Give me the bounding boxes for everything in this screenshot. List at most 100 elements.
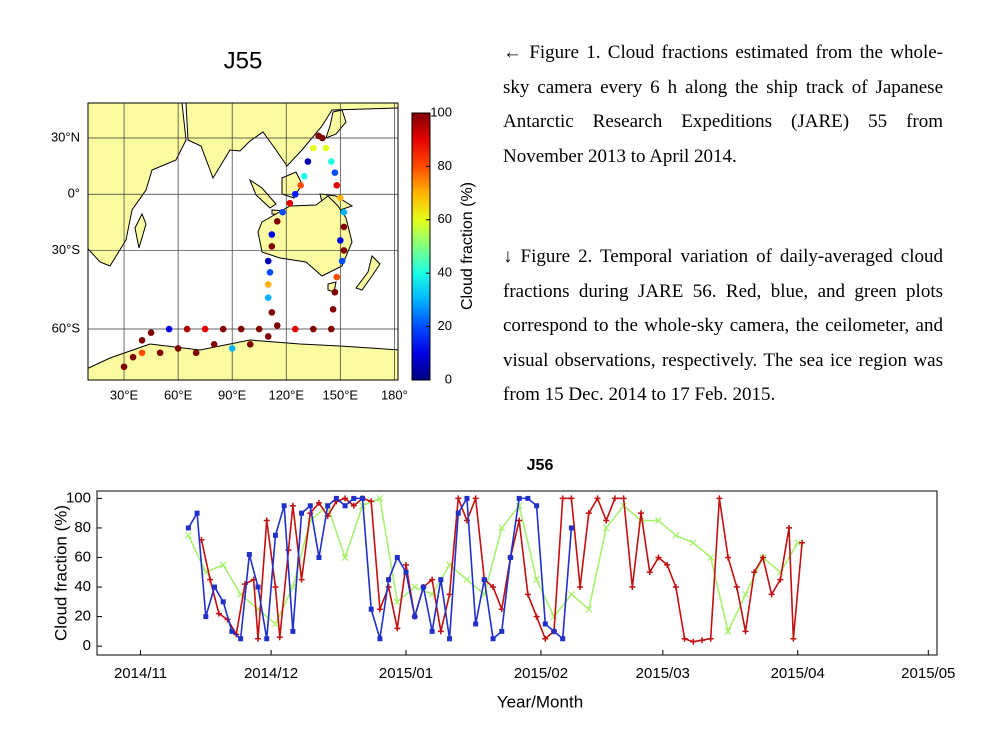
marker: [455, 510, 461, 516]
marker: [707, 635, 714, 642]
marker: [490, 636, 496, 642]
track-point: [264, 257, 272, 265]
marker: [429, 576, 436, 583]
marker: [342, 503, 348, 509]
marker: [351, 495, 357, 501]
track-point: [297, 181, 304, 189]
australia: [257, 195, 353, 277]
marker: [184, 531, 192, 539]
marker: [289, 502, 296, 509]
marker: [219, 561, 227, 569]
marker: [533, 613, 540, 620]
track-point: [322, 144, 330, 152]
marker: [212, 584, 218, 590]
x-tick-label: 90°E: [218, 387, 247, 402]
antarctica: [88, 339, 398, 380]
plot-frame: [96, 490, 938, 656]
x-tick-label: 2015/04: [771, 665, 825, 682]
marker: [799, 539, 806, 546]
x-axis-label: Year/Month: [497, 692, 583, 711]
marker: [299, 510, 305, 516]
marker: [281, 503, 287, 509]
japan: [325, 109, 347, 139]
marker: [542, 621, 548, 627]
marker: [255, 584, 261, 590]
track-point: [340, 247, 348, 254]
track-point: [273, 322, 281, 329]
marker: [376, 494, 384, 502]
marker: [646, 569, 653, 576]
marker: [759, 554, 766, 561]
x-tick-label: 180°: [381, 387, 408, 402]
marker: [672, 584, 679, 591]
marker: [672, 531, 680, 539]
x-tick-label: 2015/01: [379, 665, 433, 682]
marker: [794, 539, 802, 547]
track-point: [268, 309, 276, 316]
track-point: [120, 363, 128, 371]
marker: [698, 637, 705, 644]
track-point: [266, 269, 274, 276]
x-tick-label: 2015/05: [901, 665, 955, 682]
track-point: [228, 345, 236, 352]
track-point: [264, 333, 272, 340]
track-point: [255, 325, 263, 333]
colorbar-tick-label: 60: [438, 211, 452, 226]
marker: [342, 495, 349, 502]
marker: [377, 636, 383, 642]
track-point: [156, 349, 164, 357]
marker: [516, 517, 523, 524]
marker: [577, 584, 584, 591]
africa: [88, 103, 187, 267]
caption-2: ↓ Figure 2. Temporal variation of daily-…: [503, 246, 943, 406]
marker: [446, 591, 453, 598]
asia: [185, 103, 398, 180]
marker: [498, 524, 506, 532]
track-point: [291, 325, 299, 333]
track-point: [237, 325, 245, 333]
marker: [394, 625, 401, 632]
marker: [393, 598, 401, 606]
marker: [542, 635, 549, 642]
marker: [707, 554, 715, 561]
track-point: [268, 231, 276, 238]
track-point: [337, 237, 344, 244]
marker: [412, 614, 418, 620]
land: [88, 103, 398, 380]
y-tick-label: 40: [74, 578, 91, 595]
track-point: [328, 325, 335, 333]
marker: [790, 635, 797, 642]
track-point: [300, 172, 308, 180]
marker: [620, 495, 627, 502]
track-point: [268, 243, 276, 250]
track-point: [328, 158, 335, 165]
y-tick-label: 0°: [68, 186, 80, 201]
marker: [420, 584, 426, 590]
track-point: [331, 288, 339, 296]
track-point: [264, 294, 272, 301]
marker: [403, 569, 409, 575]
marker: [716, 495, 723, 502]
x-tick-label: 30°E: [110, 387, 139, 402]
y-tick-label: 20: [74, 608, 91, 625]
track-point: [333, 273, 341, 281]
track-point: [286, 199, 294, 207]
track-point: [337, 194, 344, 202]
track-point: [264, 281, 272, 288]
marker: [207, 576, 214, 583]
colorbar-tick-label: 100: [430, 104, 452, 119]
marker: [315, 499, 322, 506]
track-point: [315, 132, 322, 140]
marker: [463, 576, 471, 584]
track-point: [279, 208, 286, 216]
marker: [272, 584, 279, 591]
marker: [394, 554, 400, 560]
marker: [724, 627, 732, 635]
marker: [550, 613, 558, 621]
marker: [298, 576, 305, 583]
x-tick-label: 120°E: [268, 387, 304, 402]
marker: [350, 502, 357, 509]
track-point: [329, 306, 337, 313]
map-title: J55: [224, 47, 263, 74]
